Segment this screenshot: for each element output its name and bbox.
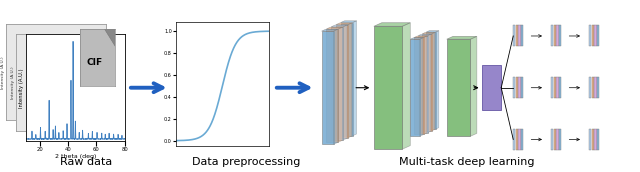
FancyBboxPatch shape [336, 25, 348, 138]
FancyBboxPatch shape [521, 25, 523, 46]
Polygon shape [104, 29, 115, 46]
FancyBboxPatch shape [559, 77, 561, 98]
FancyBboxPatch shape [418, 36, 428, 133]
Polygon shape [422, 33, 435, 34]
FancyBboxPatch shape [551, 25, 554, 46]
Polygon shape [321, 29, 337, 31]
Polygon shape [403, 23, 410, 149]
Polygon shape [436, 31, 439, 129]
Polygon shape [414, 36, 427, 37]
FancyBboxPatch shape [589, 129, 591, 150]
FancyBboxPatch shape [516, 129, 518, 150]
FancyBboxPatch shape [554, 129, 556, 150]
Polygon shape [374, 23, 410, 26]
FancyBboxPatch shape [482, 65, 501, 110]
Y-axis label: Intensity (A.U.): Intensity (A.U.) [11, 66, 15, 99]
FancyBboxPatch shape [518, 25, 520, 46]
FancyBboxPatch shape [331, 27, 343, 140]
FancyBboxPatch shape [595, 129, 596, 150]
FancyBboxPatch shape [410, 39, 420, 136]
Polygon shape [420, 38, 423, 136]
Polygon shape [333, 29, 337, 144]
Polygon shape [336, 23, 352, 25]
FancyBboxPatch shape [592, 25, 594, 46]
FancyBboxPatch shape [374, 26, 403, 149]
FancyBboxPatch shape [521, 77, 523, 98]
Polygon shape [470, 36, 477, 136]
FancyBboxPatch shape [597, 77, 599, 98]
Polygon shape [426, 31, 439, 32]
FancyBboxPatch shape [595, 77, 596, 98]
FancyBboxPatch shape [518, 77, 520, 98]
Polygon shape [343, 25, 347, 140]
FancyBboxPatch shape [554, 25, 556, 46]
Polygon shape [326, 27, 342, 29]
Polygon shape [418, 34, 431, 36]
X-axis label: 2 theta (deg): 2 theta (deg) [54, 154, 96, 159]
FancyBboxPatch shape [447, 39, 470, 136]
Polygon shape [348, 23, 352, 138]
Y-axis label: Intensity (A.U.): Intensity (A.U.) [19, 68, 24, 108]
FancyBboxPatch shape [556, 77, 559, 98]
Polygon shape [339, 27, 342, 142]
Polygon shape [353, 21, 356, 136]
FancyBboxPatch shape [321, 31, 333, 144]
FancyBboxPatch shape [414, 37, 424, 135]
FancyBboxPatch shape [589, 77, 591, 98]
FancyBboxPatch shape [326, 29, 339, 142]
FancyBboxPatch shape [589, 25, 591, 46]
Text: Data preprocessing: Data preprocessing [192, 157, 301, 167]
FancyBboxPatch shape [556, 25, 559, 46]
Text: Multi-task deep learning: Multi-task deep learning [399, 157, 535, 167]
FancyBboxPatch shape [592, 77, 594, 98]
FancyBboxPatch shape [513, 25, 515, 46]
FancyBboxPatch shape [559, 129, 561, 150]
FancyBboxPatch shape [554, 77, 556, 98]
Polygon shape [447, 36, 477, 39]
FancyBboxPatch shape [426, 32, 436, 129]
FancyBboxPatch shape [340, 23, 353, 136]
Text: CIF: CIF [87, 58, 103, 67]
Polygon shape [410, 38, 423, 39]
Polygon shape [424, 36, 427, 135]
FancyBboxPatch shape [597, 129, 599, 150]
Text: Raw data: Raw data [60, 157, 113, 167]
FancyBboxPatch shape [595, 25, 596, 46]
FancyBboxPatch shape [422, 34, 431, 131]
Polygon shape [340, 21, 356, 23]
Polygon shape [428, 34, 431, 133]
FancyBboxPatch shape [559, 25, 561, 46]
Y-axis label: Intensity (A.U.): Intensity (A.U.) [1, 56, 5, 89]
FancyBboxPatch shape [516, 77, 518, 98]
FancyBboxPatch shape [597, 25, 599, 46]
FancyBboxPatch shape [521, 129, 523, 150]
FancyBboxPatch shape [592, 129, 594, 150]
Polygon shape [331, 25, 347, 27]
FancyBboxPatch shape [551, 129, 554, 150]
FancyBboxPatch shape [513, 129, 515, 150]
FancyBboxPatch shape [551, 77, 554, 98]
Polygon shape [431, 33, 435, 131]
FancyBboxPatch shape [516, 25, 518, 46]
FancyBboxPatch shape [556, 129, 559, 150]
FancyBboxPatch shape [518, 129, 520, 150]
FancyBboxPatch shape [513, 77, 515, 98]
